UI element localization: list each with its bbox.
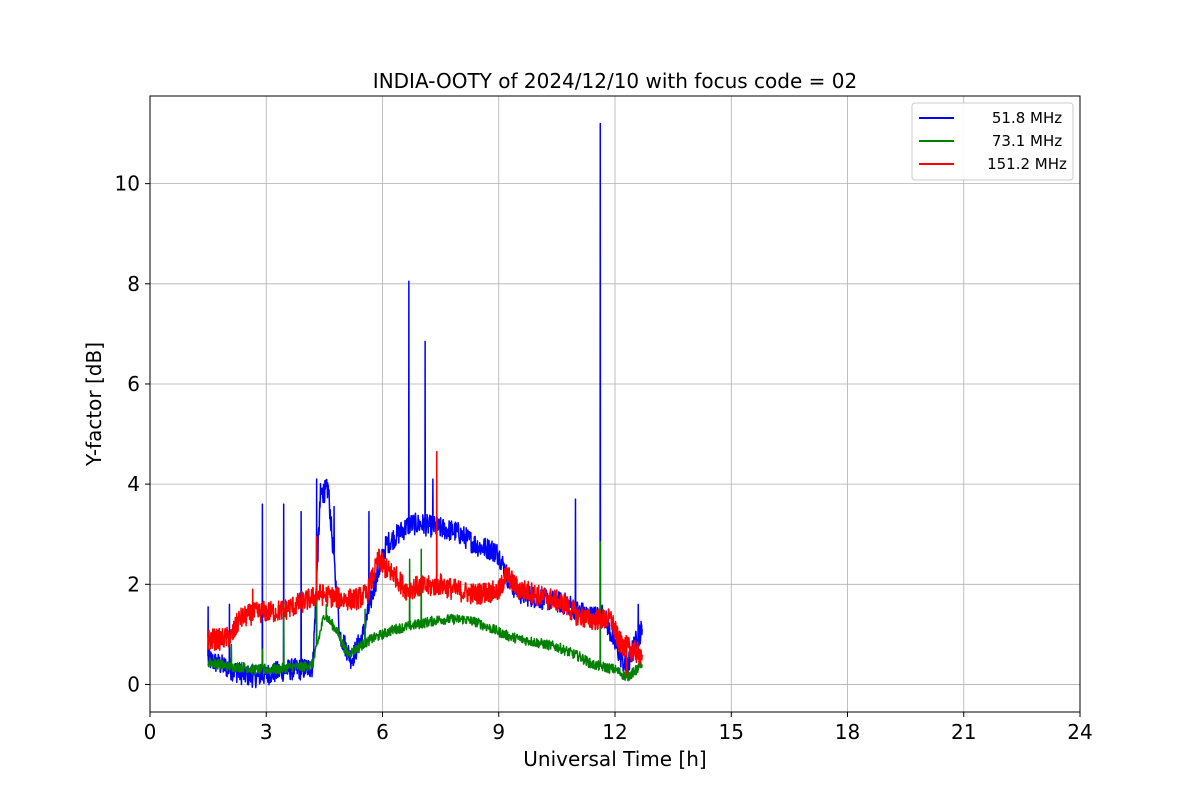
y-tick-label: 4 (127, 472, 140, 496)
y-tick-label: 6 (127, 372, 140, 396)
x-tick-label: 3 (260, 720, 273, 744)
x-tick-label: 6 (376, 720, 389, 744)
x-tick-label: 12 (602, 720, 627, 744)
x-tick-label: 15 (719, 720, 744, 744)
x-tick-label: 9 (492, 720, 505, 744)
x-tick-label: 18 (835, 720, 860, 744)
series-line (207, 450, 643, 676)
series-line (207, 538, 643, 682)
y-tick-label: 10 (115, 172, 140, 196)
y-axis-label: Y-factor [dB] (82, 342, 106, 467)
legend: 51.8 MHz 73.1 MHz 151.2 MHz (911, 102, 1074, 181)
y-tick-label: 8 (127, 272, 140, 296)
series-layer (207, 122, 643, 689)
x-tick-label: 21 (951, 720, 976, 744)
x-tick-label: 0 (144, 720, 157, 744)
chart-title: INDIA-OOTY of 2024/12/10 with focus code… (373, 69, 857, 93)
y-tick-label: 2 (127, 572, 140, 596)
x-tick-label: 24 (1067, 720, 1092, 744)
legend-entry: 73.1 MHz (992, 132, 1062, 150)
legend-box (911, 102, 1074, 181)
y-tick-label: 0 (127, 672, 140, 696)
legend-entry: 51.8 MHz (992, 109, 1062, 127)
legend-entry: 151.2 MHz (987, 155, 1067, 173)
x-axis-label: Universal Time [h] (523, 747, 706, 771)
